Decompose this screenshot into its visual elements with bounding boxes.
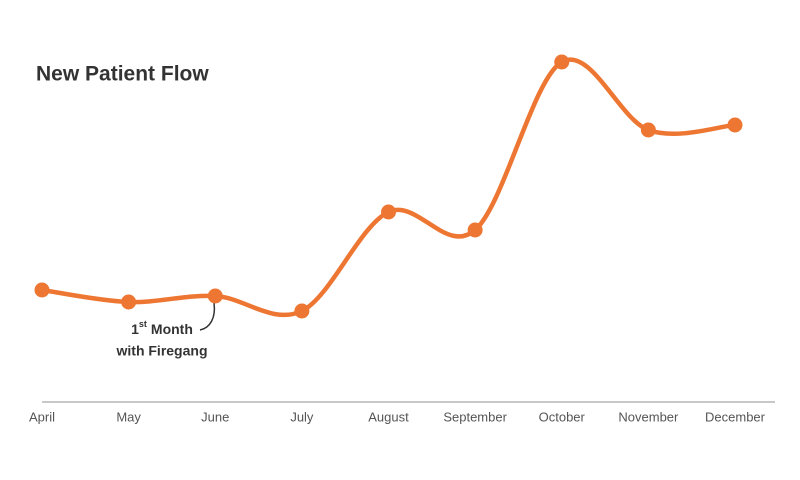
point: [640, 122, 656, 138]
x-tick-label: June: [201, 409, 229, 424]
annotation-word: Month: [151, 321, 193, 337]
point: [121, 294, 137, 310]
annotation-line2: with Firegang: [116, 343, 208, 359]
annotation-number: 1: [131, 321, 139, 337]
x-tick-label: November: [618, 409, 679, 424]
point: [34, 282, 50, 298]
x-tick-label: May: [116, 409, 141, 424]
point: [554, 54, 570, 70]
point: [294, 303, 310, 319]
annotation-leader: [199, 302, 216, 331]
line: [39, 57, 738, 318]
annotation: 1st Month: [131, 319, 193, 336]
x-tick-label: July: [290, 409, 314, 424]
x-tick-label: April: [29, 409, 55, 424]
chart-title: New Patient Flow: [36, 63, 209, 86]
point: [727, 117, 743, 133]
point: [467, 222, 483, 238]
annotation-superscript: st: [139, 319, 147, 329]
x-tick-label: September: [443, 409, 507, 424]
x-tick-label: October: [539, 409, 586, 424]
point: [381, 204, 396, 220]
x-tick-label: August: [368, 409, 409, 424]
point: [207, 288, 223, 304]
x-tick-label: December: [705, 409, 766, 424]
